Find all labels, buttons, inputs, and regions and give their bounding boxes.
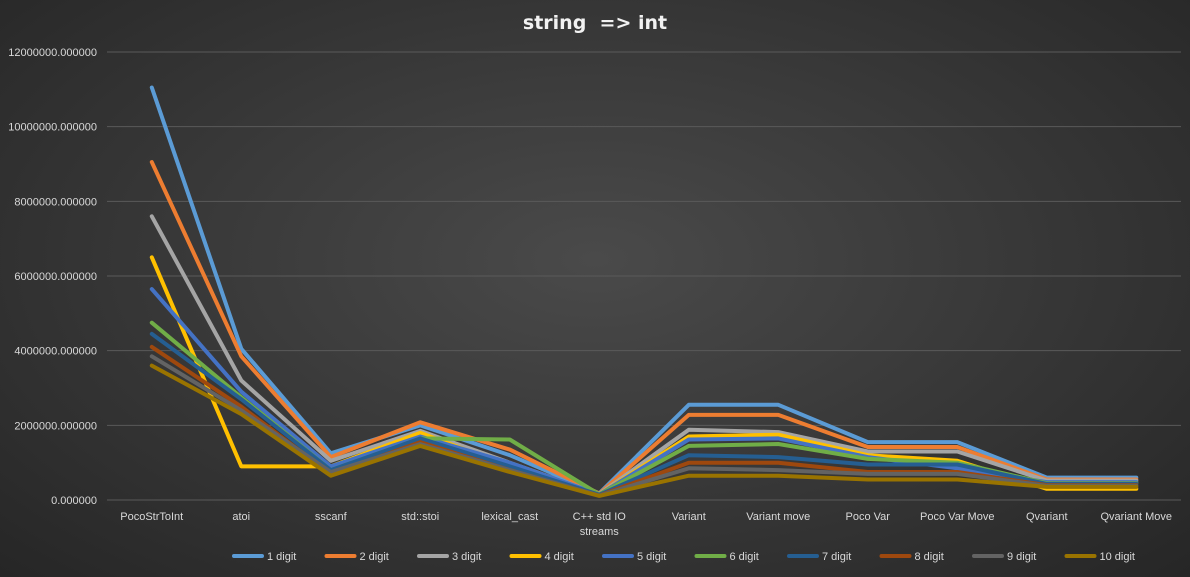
x-tick-label: Variant xyxy=(672,511,706,523)
series-line xyxy=(149,160,1139,496)
y-tick-label: 10000000.000000 xyxy=(8,122,97,134)
legend: 1 digit 2 digit 3 digit 4 digit 5 digit 6 dig… xyxy=(232,551,1135,563)
series-lines xyxy=(149,85,1139,498)
y-tick-label: 2000000.000000 xyxy=(14,420,97,432)
legend-label: 7 digit xyxy=(822,551,851,563)
series-line xyxy=(149,363,1139,498)
x-tick-label: Qvariant xyxy=(1026,511,1068,523)
y-axis: 0.000000 2000000.000000 4000000.000000 6000… xyxy=(8,47,97,507)
y-tick-label: 12000000.000000 xyxy=(8,47,97,59)
x-tick-label: PocoStrToInt xyxy=(120,511,183,523)
series-line xyxy=(149,320,1139,497)
legend-label: 1 digit xyxy=(267,551,296,563)
legend-label: 9 digit xyxy=(1007,551,1036,563)
y-tick-label: 6000000.000000 xyxy=(14,271,97,283)
y-tick-label: 8000000.000000 xyxy=(14,196,97,208)
legend-label: 3 digit xyxy=(452,551,481,563)
legend-label: 5 digit xyxy=(637,551,666,563)
x-tick-label: std::stoi xyxy=(401,511,439,523)
x-tick-label: Poco Var Move xyxy=(920,511,994,523)
series-line xyxy=(149,331,1139,497)
series-line xyxy=(149,287,1139,497)
legend-label: 10 digit xyxy=(1100,551,1135,563)
gridlines xyxy=(107,51,1181,501)
x-tick-label: lexical_cast xyxy=(481,511,538,523)
x-tick-label: atoi xyxy=(232,511,250,523)
legend-label: 4 digit xyxy=(545,551,574,563)
y-tick-label: 0.000000 xyxy=(51,495,97,507)
series-line xyxy=(149,214,1139,496)
chart-title: string => int xyxy=(523,12,667,34)
x-tick-label: Poco Var xyxy=(846,511,891,523)
legend-label: 6 digit xyxy=(730,551,759,563)
x-tick-label: sscanf xyxy=(315,511,348,523)
x-axis: PocoStrToInt atoi sscanf std::stoi lexical_c… xyxy=(120,511,1172,538)
x-tick-label: Variant move xyxy=(746,511,810,523)
legend-label: 2 digit xyxy=(360,551,389,563)
legend-label: 8 digit xyxy=(915,551,944,563)
x-tick-label: Qvariant Move xyxy=(1100,511,1172,523)
y-tick-label: 4000000.000000 xyxy=(14,346,97,358)
series-line xyxy=(149,354,1139,498)
series-line xyxy=(149,85,1139,496)
x-tick-label: C++ std IO streams xyxy=(573,511,627,538)
